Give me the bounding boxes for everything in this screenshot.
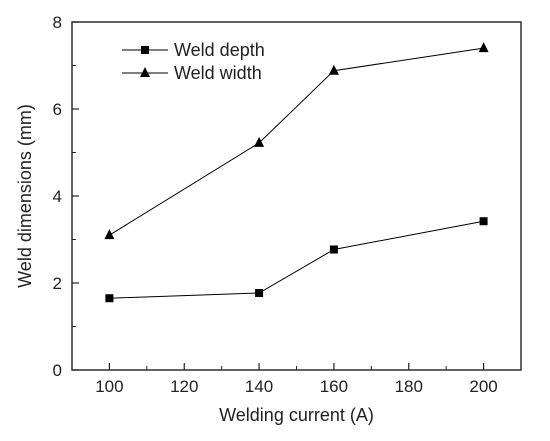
data-point — [105, 294, 114, 303]
data-point — [329, 245, 338, 254]
y-tick-label: 4 — [53, 187, 62, 206]
y-axis-title: Weld dimensions (mm) — [15, 104, 35, 288]
data-point — [328, 64, 339, 75]
data-point — [104, 229, 115, 240]
y-tick-label: 0 — [53, 361, 62, 380]
y-tick-label: 6 — [53, 100, 62, 119]
x-tick-label: 100 — [95, 377, 123, 396]
plot-frame — [71, 21, 522, 371]
legend-marker — [141, 46, 149, 54]
x-tick-label: 160 — [320, 377, 348, 396]
data-point — [478, 42, 489, 53]
data-point — [479, 217, 488, 226]
legend-label: Weld width — [174, 63, 262, 83]
x-axis-title: Welding current (A) — [219, 405, 374, 425]
legend-label: Weld depth — [174, 40, 265, 60]
y-tick-label: 2 — [53, 274, 62, 293]
x-tick-label: 140 — [245, 377, 273, 396]
series-line-1 — [109, 220, 484, 299]
y-tick-label: 8 — [53, 13, 62, 32]
data-point — [255, 289, 264, 298]
x-tick-label: 180 — [395, 377, 423, 396]
series-line-2 — [109, 47, 484, 236]
x-tick-label: 120 — [170, 377, 198, 396]
data-point — [254, 136, 265, 147]
x-tick-label: 200 — [469, 377, 497, 396]
legend-marker — [140, 67, 150, 77]
